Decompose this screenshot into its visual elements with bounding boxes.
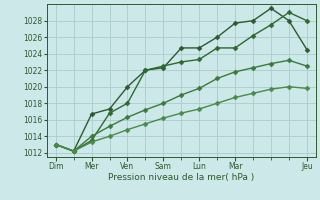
X-axis label: Pression niveau de la mer( hPa ): Pression niveau de la mer( hPa ) <box>108 173 254 182</box>
